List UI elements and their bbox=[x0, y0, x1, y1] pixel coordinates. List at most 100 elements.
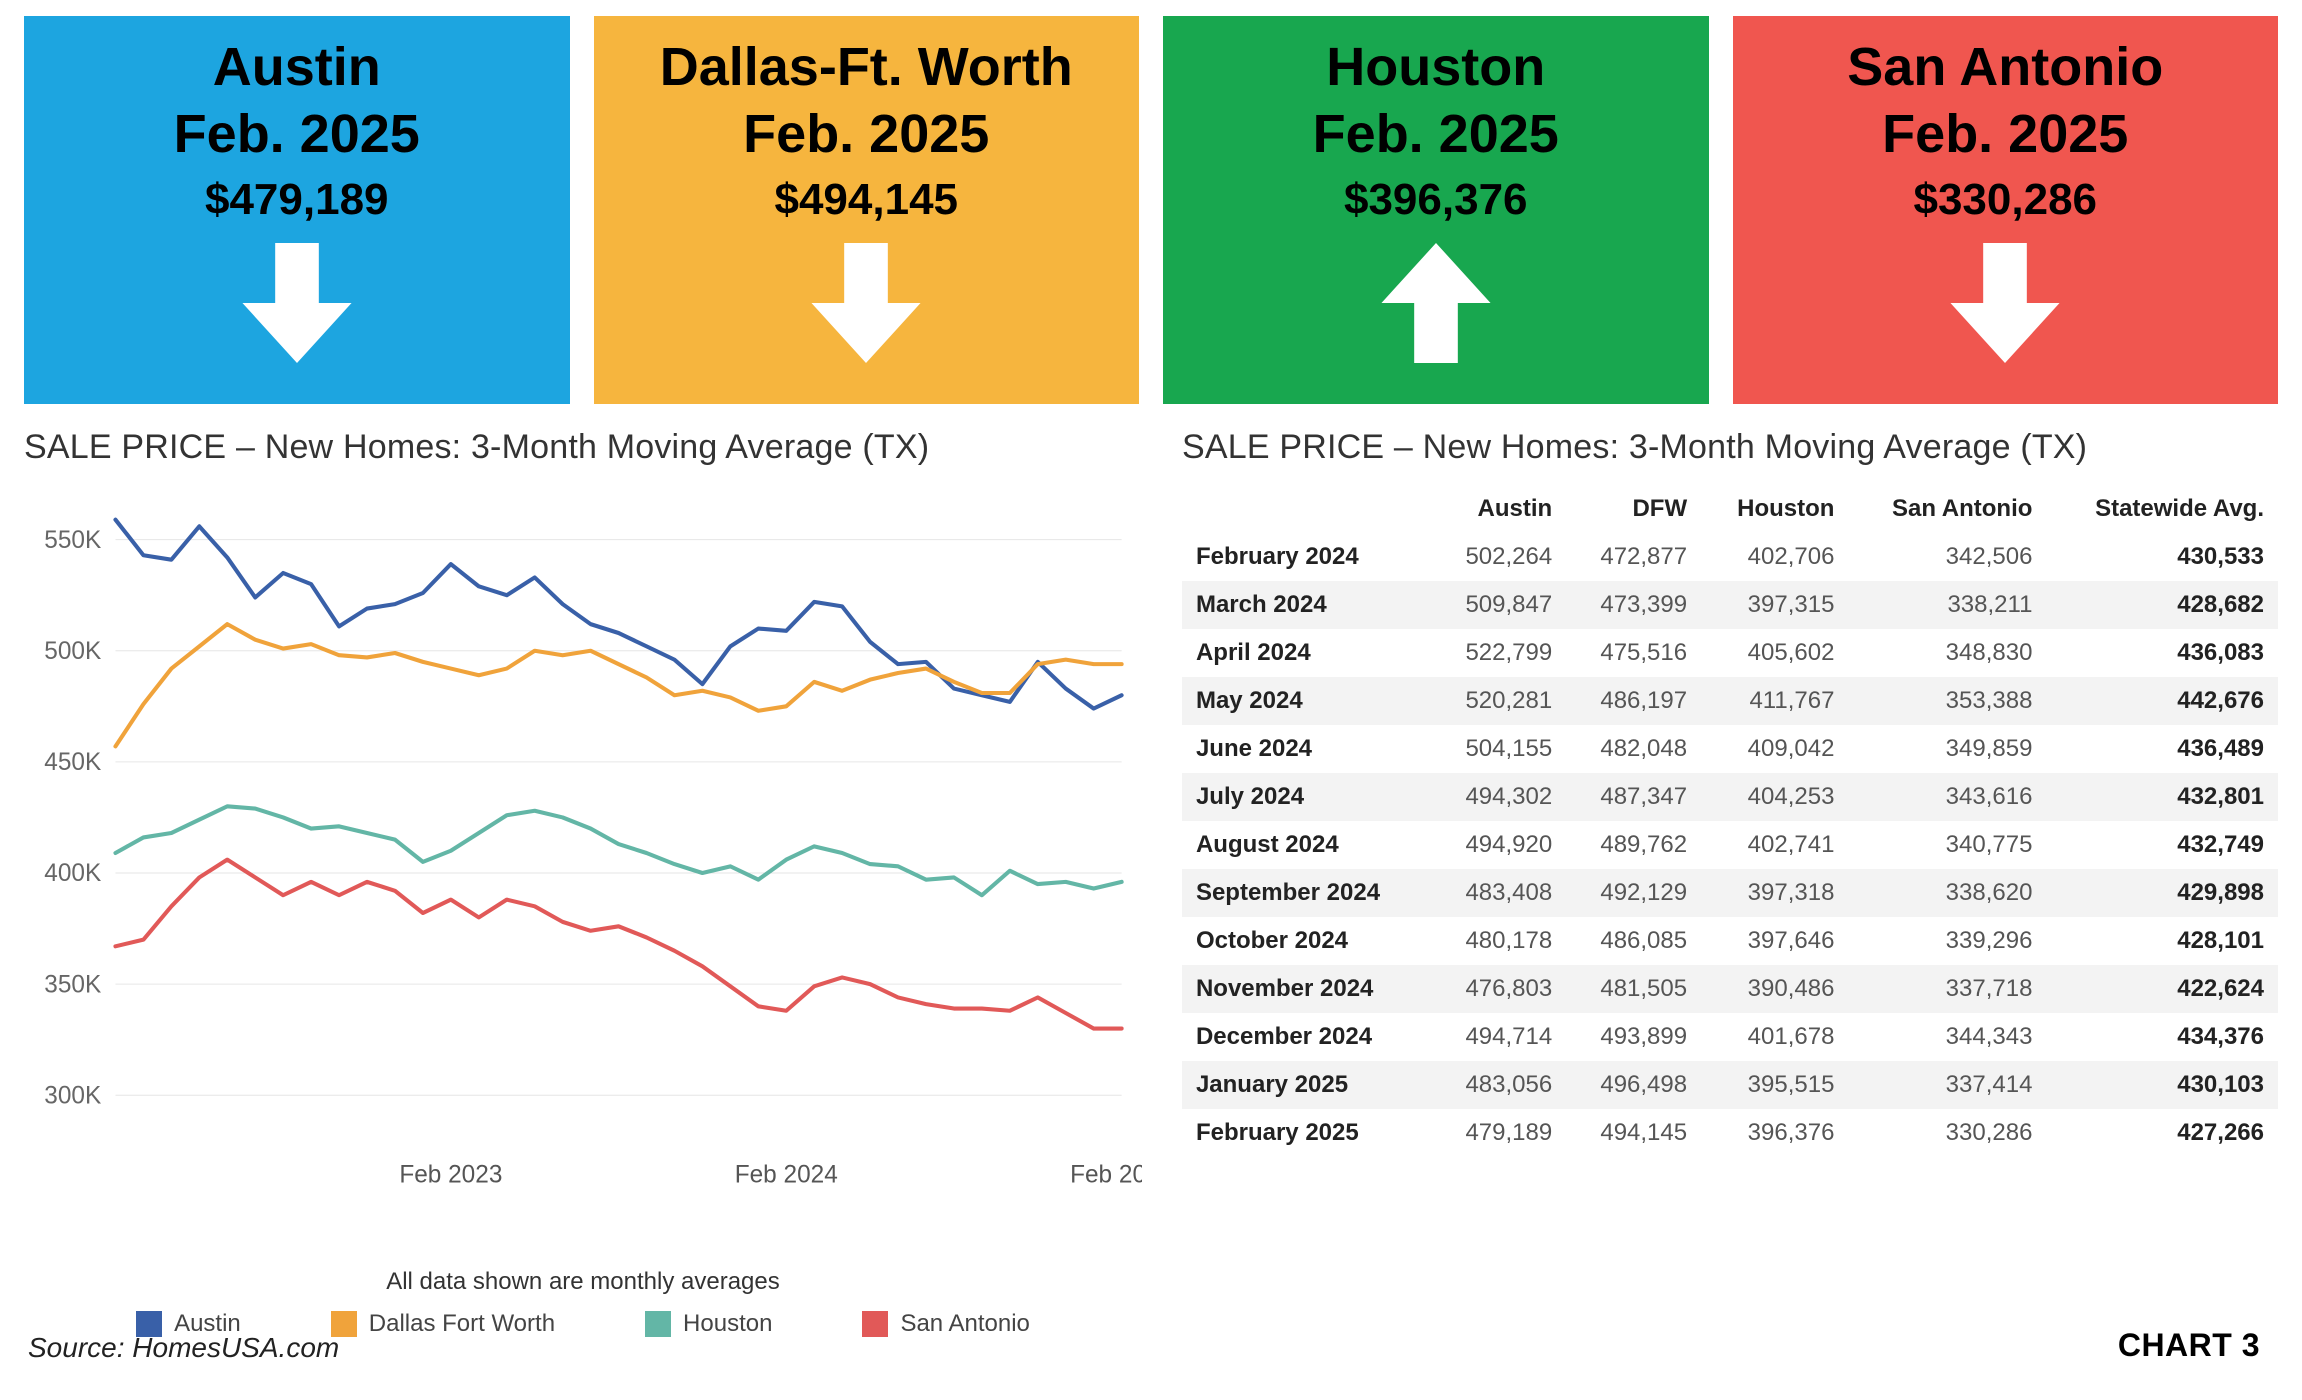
table-cell: 502,264 bbox=[1431, 533, 1566, 581]
table-cell: 476,803 bbox=[1431, 965, 1566, 1013]
table-cell: 339,296 bbox=[1848, 917, 2046, 965]
table-cell: 397,318 bbox=[1701, 869, 1848, 917]
table-row: March 2024509,847473,399397,315338,21142… bbox=[1182, 581, 2278, 629]
summary-card-0: AustinFeb. 2025$479,189 bbox=[24, 16, 570, 404]
table-cell: 486,197 bbox=[1566, 677, 1701, 725]
table-cell: 494,145 bbox=[1566, 1109, 1701, 1157]
table-cell: September 2024 bbox=[1182, 869, 1431, 917]
table-cell: 344,343 bbox=[1848, 1013, 2046, 1061]
table-cell: June 2024 bbox=[1182, 725, 1431, 773]
arrow-down-icon bbox=[242, 243, 352, 363]
table-cell: 509,847 bbox=[1431, 581, 1566, 629]
legend-label: San Antonio bbox=[900, 1310, 1029, 1338]
chart-caption: All data shown are monthly averages bbox=[24, 1268, 1142, 1296]
table-cell: February 2025 bbox=[1182, 1109, 1431, 1157]
table-cell: 397,646 bbox=[1701, 917, 1848, 965]
table-cell: 338,211 bbox=[1848, 581, 2046, 629]
table-cell: 340,775 bbox=[1848, 821, 2046, 869]
table-cell: 353,388 bbox=[1848, 677, 2046, 725]
table-cell: 430,533 bbox=[2046, 533, 2278, 581]
table-row: August 2024494,920489,762402,741340,7754… bbox=[1182, 821, 2278, 869]
svg-text:500K: 500K bbox=[44, 638, 102, 665]
table-cell: November 2024 bbox=[1182, 965, 1431, 1013]
table-cell: 482,048 bbox=[1566, 725, 1701, 773]
table-header bbox=[1182, 485, 1431, 533]
table-cell: 349,859 bbox=[1848, 725, 2046, 773]
legend-swatch bbox=[862, 1311, 888, 1337]
svg-text:350K: 350K bbox=[44, 971, 102, 998]
card-city: San Antonio bbox=[1847, 38, 2163, 97]
legend-item: Houston bbox=[645, 1310, 772, 1338]
card-date: Feb. 2025 bbox=[743, 103, 989, 165]
table-cell: August 2024 bbox=[1182, 821, 1431, 869]
table-cell: 473,399 bbox=[1566, 581, 1701, 629]
card-city: Houston bbox=[1326, 38, 1545, 97]
table-row: January 2025483,056496,498395,515337,414… bbox=[1182, 1061, 2278, 1109]
arrow-down-icon bbox=[811, 243, 921, 363]
table-cell: 402,706 bbox=[1701, 533, 1848, 581]
table-cell: 404,253 bbox=[1701, 773, 1848, 821]
main-content: SALE PRICE – New Homes: 3-Month Moving A… bbox=[24, 428, 2278, 1298]
table-cell: 432,801 bbox=[2046, 773, 2278, 821]
table-header: Statewide Avg. bbox=[2046, 485, 2278, 533]
table-cell: March 2024 bbox=[1182, 581, 1431, 629]
table-header: San Antonio bbox=[1848, 485, 2046, 533]
table-cell: 402,741 bbox=[1701, 821, 1848, 869]
chart-area: 300K350K400K450K500K550KFeb 2023Feb 2024… bbox=[24, 485, 1142, 1262]
table-cell: February 2024 bbox=[1182, 533, 1431, 581]
table-cell: 483,408 bbox=[1431, 869, 1566, 917]
table-cell: January 2025 bbox=[1182, 1061, 1431, 1109]
table-cell: 405,602 bbox=[1701, 629, 1848, 677]
table-cell: 492,129 bbox=[1566, 869, 1701, 917]
svg-text:Feb 2024: Feb 2024 bbox=[735, 1162, 838, 1189]
table-row: May 2024520,281486,197411,767353,388442,… bbox=[1182, 677, 2278, 725]
table-cell: 343,616 bbox=[1848, 773, 2046, 821]
table-cell: 396,376 bbox=[1701, 1109, 1848, 1157]
table-cell: 430,103 bbox=[2046, 1061, 2278, 1109]
table-cell: 479,189 bbox=[1431, 1109, 1566, 1157]
table-header: Austin bbox=[1431, 485, 1566, 533]
chart-title: SALE PRICE – New Homes: 3-Month Moving A… bbox=[24, 428, 1142, 467]
card-price: $479,189 bbox=[205, 175, 389, 225]
table-cell: 436,489 bbox=[2046, 725, 2278, 773]
price-table: AustinDFWHoustonSan AntonioStatewide Avg… bbox=[1182, 485, 2278, 1157]
svg-text:550K: 550K bbox=[44, 527, 102, 554]
table-cell: 411,767 bbox=[1701, 677, 1848, 725]
table-cell: 442,676 bbox=[2046, 677, 2278, 725]
table-cell: 487,347 bbox=[1566, 773, 1701, 821]
table-cell: 475,516 bbox=[1566, 629, 1701, 677]
table-cell: 401,678 bbox=[1701, 1013, 1848, 1061]
table-cell: 338,620 bbox=[1848, 869, 2046, 917]
line-chart-svg: 300K350K400K450K500K550KFeb 2023Feb 2024… bbox=[24, 485, 1142, 1262]
svg-text:400K: 400K bbox=[44, 860, 102, 887]
legend-item: San Antonio bbox=[862, 1310, 1029, 1338]
table-cell: April 2024 bbox=[1182, 629, 1431, 677]
table-cell: 330,286 bbox=[1848, 1109, 2046, 1157]
summary-card-1: Dallas-Ft. WorthFeb. 2025$494,145 bbox=[594, 16, 1140, 404]
summary-card-2: HoustonFeb. 2025$396,376 bbox=[1163, 16, 1709, 404]
table-cell: 337,718 bbox=[1848, 965, 2046, 1013]
table-cell: 422,624 bbox=[2046, 965, 2278, 1013]
table-cell: 436,083 bbox=[2046, 629, 2278, 677]
table-cell: 434,376 bbox=[2046, 1013, 2278, 1061]
table-cell: July 2024 bbox=[1182, 773, 1431, 821]
table-cell: 522,799 bbox=[1431, 629, 1566, 677]
arrow-down-icon bbox=[1950, 243, 2060, 363]
svg-text:Feb 2025: Feb 2025 bbox=[1070, 1162, 1142, 1189]
table-title: SALE PRICE – New Homes: 3-Month Moving A… bbox=[1182, 428, 2278, 467]
table-row: April 2024522,799475,516405,602348,83043… bbox=[1182, 629, 2278, 677]
chart-number: CHART 3 bbox=[2118, 1327, 2260, 1364]
table-cell: 483,056 bbox=[1431, 1061, 1566, 1109]
card-price: $494,145 bbox=[774, 175, 958, 225]
table-cell: 348,830 bbox=[1848, 629, 2046, 677]
table-row: October 2024480,178486,085397,646339,296… bbox=[1182, 917, 2278, 965]
summary-cards: AustinFeb. 2025$479,189Dallas-Ft. WorthF… bbox=[24, 16, 2278, 404]
table-cell: 494,920 bbox=[1431, 821, 1566, 869]
svg-text:Feb 2023: Feb 2023 bbox=[399, 1162, 502, 1189]
table-cell: 489,762 bbox=[1566, 821, 1701, 869]
svg-text:450K: 450K bbox=[44, 749, 102, 776]
table-row: December 2024494,714493,899401,678344,34… bbox=[1182, 1013, 2278, 1061]
table-header: Houston bbox=[1701, 485, 1848, 533]
chart-panel: SALE PRICE – New Homes: 3-Month Moving A… bbox=[24, 428, 1142, 1298]
table-row: February 2024502,264472,877402,706342,50… bbox=[1182, 533, 2278, 581]
